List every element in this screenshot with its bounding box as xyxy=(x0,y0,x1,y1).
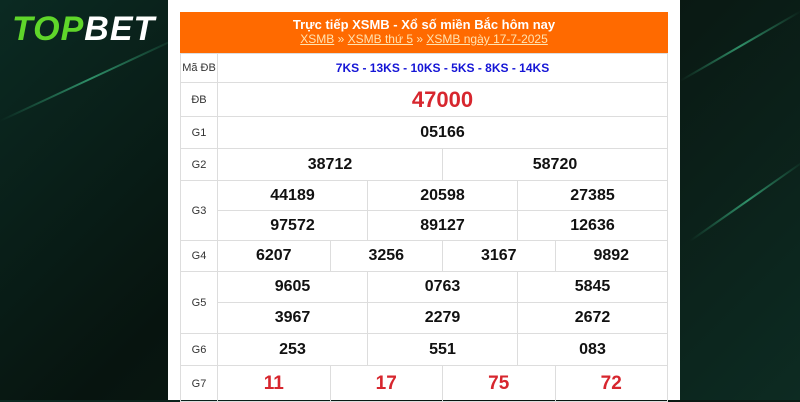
results-panel: Trực tiếp XSMB - Xổ số miền Bắc hôm nay … xyxy=(168,0,680,400)
breadcrumb-date[interactable]: XSMB ngày 17-7-2025 xyxy=(426,32,547,46)
prize-number: 11 xyxy=(218,366,331,402)
prize-number: 44189 xyxy=(218,181,368,211)
prize-number: 9892 xyxy=(555,241,668,272)
prize-number: 0763 xyxy=(368,272,518,303)
prize-number: 2672 xyxy=(518,303,668,334)
results-header: Trực tiếp XSMB - Xổ số miền Bắc hôm nay … xyxy=(180,12,668,53)
prize-number: 2279 xyxy=(368,303,518,334)
prize-number: 5845 xyxy=(518,272,668,303)
prize-number: 75 xyxy=(443,366,556,402)
prize-number: 083 xyxy=(518,334,668,366)
prize-number: 12636 xyxy=(518,211,668,241)
prize-number: 27385 xyxy=(518,181,668,211)
results-title: Trực tiếp XSMB - Xổ số miền Bắc hôm nay xyxy=(180,17,668,32)
prize-number: 3967 xyxy=(218,303,368,334)
breadcrumb-xsmb[interactable]: XSMB xyxy=(300,32,334,46)
prize-number: 3167 xyxy=(443,241,556,272)
prize-number: 38712 xyxy=(218,149,443,181)
breadcrumb-thu5[interactable]: XSMB thứ 5 xyxy=(348,32,413,46)
prize-number: 97572 xyxy=(218,211,368,241)
decor-stripe xyxy=(689,160,800,242)
prize-number: 3256 xyxy=(330,241,443,272)
special-code: 7KS - 13KS - 10KS - 5KS - 8KS - 14KS xyxy=(218,54,668,83)
prize-number: 9605 xyxy=(218,272,368,303)
topbet-logo[interactable]: TOPBET xyxy=(12,10,155,49)
special-prize: 47000 xyxy=(218,83,668,117)
prize-number: 6207 xyxy=(218,241,331,272)
decor-stripe xyxy=(680,10,800,82)
prize-number: 253 xyxy=(218,334,368,366)
prize-number: 58720 xyxy=(443,149,668,181)
prize-number: 551 xyxy=(368,334,518,366)
prize-number: 17 xyxy=(330,366,443,402)
breadcrumb: XSMB » XSMB thứ 5 » XSMB ngày 17-7-2025 xyxy=(180,32,668,46)
prize-number: 05166 xyxy=(218,117,668,149)
prize-number: 89127 xyxy=(368,211,518,241)
prize-number: 72 xyxy=(555,366,668,402)
prize-number: 20598 xyxy=(368,181,518,211)
